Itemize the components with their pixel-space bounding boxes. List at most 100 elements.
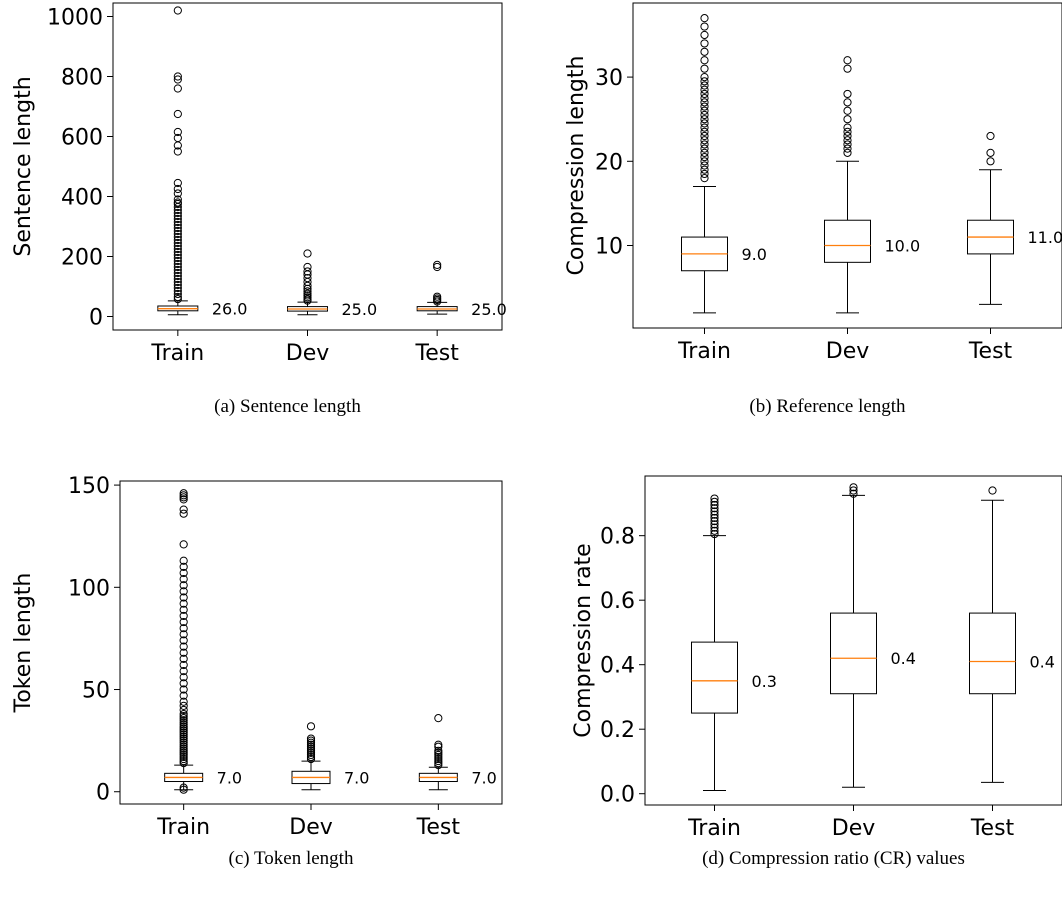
- x-tick-label: Train: [150, 341, 204, 366]
- y-tick-label: 0.2: [600, 718, 635, 743]
- outlier-point: [710, 517, 719, 526]
- outlier-point: [306, 754, 316, 764]
- y-tick-label: 1000: [47, 6, 103, 31]
- x-tick-label: Train: [156, 815, 210, 840]
- outlier-point: [179, 509, 188, 518]
- x-tick-label: Test: [415, 341, 460, 366]
- outlier-point: [843, 98, 852, 107]
- panel-caption: (a) Sentence length: [214, 396, 361, 417]
- outlier-point: [849, 489, 858, 498]
- outlier-point: [179, 752, 188, 762]
- outlier-point: [179, 556, 188, 565]
- outlier-point: [843, 136, 852, 145]
- outlier-point: [173, 247, 182, 257]
- outlier-point: [843, 89, 852, 99]
- outlier-point: [179, 722, 188, 731]
- outlier-point: [173, 84, 182, 93]
- outlier-point: [306, 738, 316, 747]
- outlier-point: [434, 759, 443, 768]
- outlier-point: [179, 720, 188, 729]
- box-iqr: [969, 612, 1016, 695]
- outlier-point: [700, 77, 709, 86]
- outlier-point: [433, 297, 442, 306]
- outlier-point: [434, 750, 443, 760]
- outlier-point: [179, 667, 188, 676]
- outlier-point: [179, 701, 188, 710]
- median-value-label: 25.0: [342, 300, 378, 319]
- outlier-point: [173, 238, 182, 248]
- outlier-point: [434, 714, 443, 723]
- panel-caption: (d) Compression ratio (CR) values: [702, 848, 965, 869]
- outlier-point: [173, 6, 182, 15]
- y-tick-label: 200: [61, 246, 103, 271]
- outlier-point: [173, 184, 182, 194]
- outlier-point: [173, 232, 182, 242]
- outlier-point: [849, 483, 858, 492]
- outlier-point: [173, 250, 182, 260]
- y-tick-label: 0: [89, 306, 103, 331]
- y-tick-label: 600: [61, 126, 103, 151]
- outlier-point: [306, 748, 316, 757]
- outlier-point: [306, 752, 316, 762]
- outlier-point: [700, 85, 709, 94]
- outlier-point: [303, 274, 312, 283]
- outlier-point: [843, 140, 852, 149]
- outlier-point: [179, 611, 188, 621]
- outlier-point: [700, 136, 709, 145]
- outlier-point: [179, 642, 188, 651]
- outlier-point: [710, 504, 719, 513]
- y-tick-label: 0: [96, 781, 110, 806]
- median-value-label: 0.4: [1030, 652, 1055, 671]
- outlier-point: [710, 523, 719, 532]
- outlier-point: [173, 274, 182, 284]
- outlier-point: [179, 505, 188, 514]
- y-tick-label: 50: [82, 679, 110, 704]
- outlier-point: [434, 752, 443, 762]
- outlier-point: [843, 106, 852, 115]
- outlier-point: [179, 718, 188, 727]
- outlier-point: [700, 39, 709, 48]
- outlier-point: [843, 127, 852, 136]
- outlier-point: [306, 744, 316, 753]
- box-iqr: [830, 612, 877, 695]
- panel-reference-length: 10 20 30 Train Dev Test Compression length 9.0 1…: [564, 2, 1062, 417]
- outlier-point: [179, 756, 188, 766]
- outlier-point: [179, 489, 188, 498]
- outlier-point: [700, 72, 709, 82]
- outlier-point: [700, 56, 709, 65]
- outlier-point: [179, 491, 188, 500]
- outlier-point: [179, 748, 188, 757]
- outlier-point: [700, 64, 709, 73]
- outlier-point: [179, 724, 188, 733]
- outlier-point: [700, 98, 709, 107]
- outlier-point: [434, 746, 443, 755]
- outlier-point: [434, 754, 443, 764]
- outlier-point: [179, 711, 188, 721]
- outlier-point: [173, 280, 182, 290]
- x-tick-label: Train: [687, 816, 741, 841]
- outlier-point: [843, 115, 852, 124]
- panel-caption: (c) Token length: [229, 848, 354, 869]
- outlier-point: [179, 654, 188, 663]
- outlier-point: [173, 277, 182, 287]
- median-value-label: 7.0: [344, 768, 369, 787]
- x-tick-label: Test: [416, 815, 461, 840]
- outlier-point: [700, 152, 709, 162]
- outlier-point: [173, 241, 182, 251]
- outlier-point: [849, 486, 858, 495]
- panel-sentence-length: 0 200 400 600 800 1000 Train Dev Test Sentence le…: [11, 2, 507, 417]
- outlier-point: [179, 593, 188, 602]
- outlier-point: [173, 208, 182, 218]
- median-value-label: 0.4: [891, 649, 916, 668]
- outlier-point: [700, 131, 709, 141]
- y-tick-label: 0.4: [600, 654, 635, 679]
- outlier-point: [173, 220, 182, 230]
- x-tick-label: Train: [677, 339, 731, 364]
- outlier-point: [303, 281, 312, 290]
- outlier-point: [179, 754, 188, 764]
- outlier-point: [843, 144, 852, 153]
- outlier-point: [179, 599, 188, 608]
- outlier-point: [700, 144, 709, 153]
- outlier-point: [434, 761, 443, 770]
